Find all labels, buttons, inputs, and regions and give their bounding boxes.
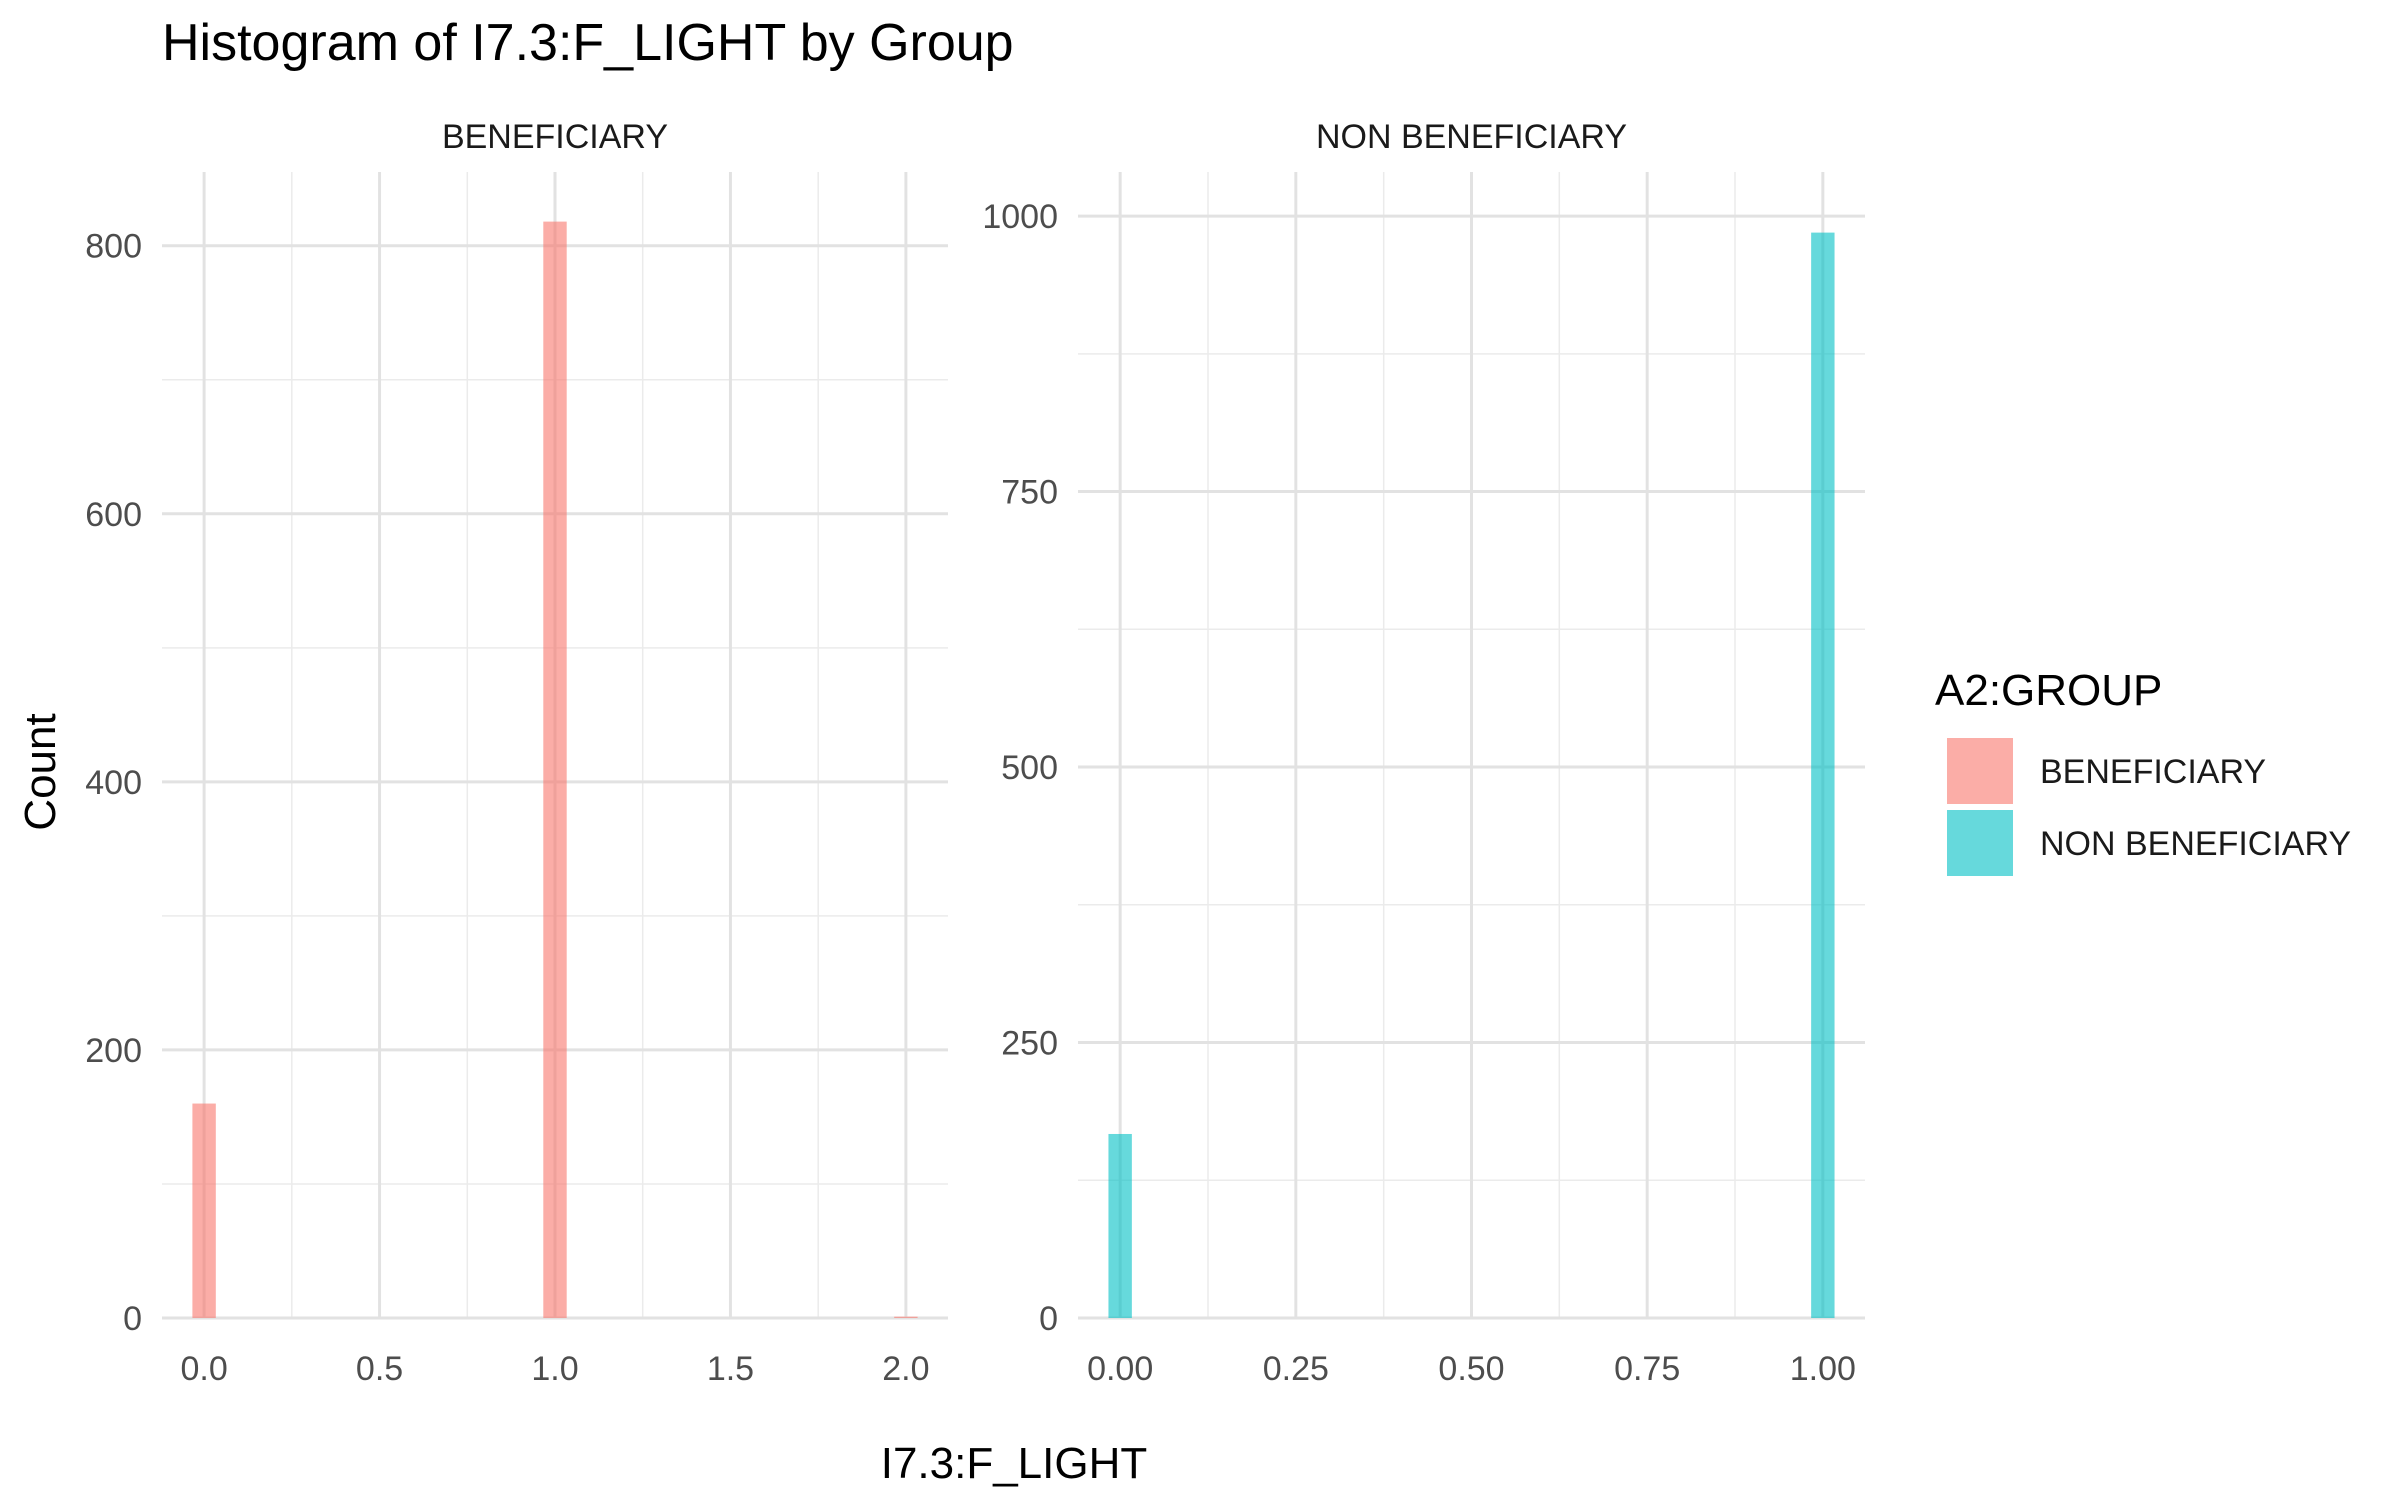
y-tick-label: 800 <box>85 228 142 266</box>
x-axis-title: I7.3:F_LIGHT <box>881 1439 1148 1488</box>
facet-strip-label: NON BENEFICIARY <box>1316 118 1627 156</box>
y-tick-label: 750 <box>1001 474 1058 512</box>
x-tick-label: 0.25 <box>1263 1350 1329 1388</box>
histogram-bar <box>192 1103 216 1318</box>
legend-swatch <box>1947 810 2013 876</box>
chart-title: Histogram of I7.3:F_LIGHT by Group <box>162 14 1014 72</box>
x-tick-label: 2.0 <box>882 1350 929 1388</box>
y-axis-title: Count <box>16 713 65 830</box>
x-tick-label: 0.75 <box>1614 1350 1680 1388</box>
y-tick-label: 0 <box>1039 1300 1058 1338</box>
y-tick-label: 1000 <box>982 198 1058 236</box>
panel-0: 0 200 400 600 800 0.0 0.5 1.0 1.5 2.0 BENEFICIARY <box>85 118 948 1388</box>
x-tick-label: 0.5 <box>356 1350 403 1388</box>
y-tick-label: 400 <box>85 764 142 802</box>
legend-label: NON BENEFICIARY <box>2040 825 2351 863</box>
legend-items: BENEFICIARY NON BENEFICIARY <box>1947 738 2351 876</box>
histogram-bar <box>1811 232 1835 1319</box>
histogram-bar <box>894 1316 918 1318</box>
y-tick-label: 250 <box>1001 1025 1058 1063</box>
facet-strip-label: BENEFICIARY <box>442 118 668 156</box>
histogram-bar <box>543 221 567 1318</box>
y-tick-label: 200 <box>85 1032 142 1070</box>
y-tick-label: 600 <box>85 496 142 534</box>
y-tick-label: 500 <box>1001 749 1058 787</box>
histogram-bar <box>1108 1133 1132 1318</box>
legend: A2:GROUP BENEFICIARY NON BENEFICIARY <box>1935 666 2351 876</box>
x-tick-label: 1.5 <box>707 1350 754 1388</box>
x-tick-label: 0.50 <box>1438 1350 1504 1388</box>
x-tick-label: 1.00 <box>1790 1350 1856 1388</box>
panel-1: 0 250 500 750 1000 0.00 0.25 0.50 0.75 1.00 NON BE… <box>982 118 1865 1388</box>
x-tick-label: 0.00 <box>1087 1350 1153 1388</box>
legend-label: BENEFICIARY <box>2040 753 2266 791</box>
x-tick-label: 0.0 <box>180 1350 227 1388</box>
x-tick-label: 1.0 <box>531 1350 578 1388</box>
legend-swatch <box>1947 738 2013 804</box>
legend-title: A2:GROUP <box>1935 666 2162 715</box>
y-tick-label: 0 <box>123 1300 142 1338</box>
